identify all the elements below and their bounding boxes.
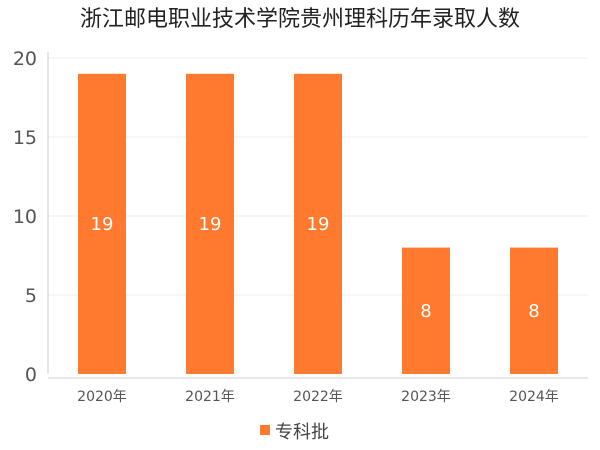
x-tick-label-1: 2021年	[185, 389, 235, 405]
chart-title: 浙江邮电职业技术学院贵州理科历年录取人数	[80, 7, 520, 32]
bar-4[interactable]	[510, 247, 558, 374]
data-labels: 19 19 19 8 8	[91, 214, 540, 322]
legend[interactable]: 专科批	[260, 422, 329, 443]
bar-3[interactable]	[402, 247, 450, 374]
y-tick-label: 0	[25, 364, 37, 386]
legend-swatch[interactable]	[260, 425, 270, 435]
y-tick-label: 20	[13, 48, 37, 70]
data-label-0: 19	[91, 214, 114, 235]
y-tick-label: 5	[25, 285, 37, 307]
data-label-4: 8	[528, 301, 539, 322]
y-tick-label: 15	[13, 127, 37, 149]
bar-0[interactable]	[78, 73, 126, 375]
bar-2[interactable]	[294, 73, 342, 375]
x-tick-label-2: 2022年	[293, 389, 343, 405]
axes: 0 5 10 15 20 2020年 2021年 2022年 2023年 2024年	[13, 48, 588, 405]
x-tick-label-0: 2020年	[77, 389, 127, 405]
legend-label[interactable]: 专科批	[275, 422, 329, 443]
bar-1[interactable]	[186, 73, 234, 375]
x-tick-label-3: 2023年	[401, 389, 451, 405]
y-tick-label: 10	[13, 206, 37, 228]
data-label-2: 19	[307, 214, 330, 235]
data-label-3: 8	[420, 301, 431, 322]
bars	[78, 73, 558, 375]
x-tick-label-4: 2024年	[509, 389, 559, 405]
data-label-1: 19	[199, 214, 222, 235]
